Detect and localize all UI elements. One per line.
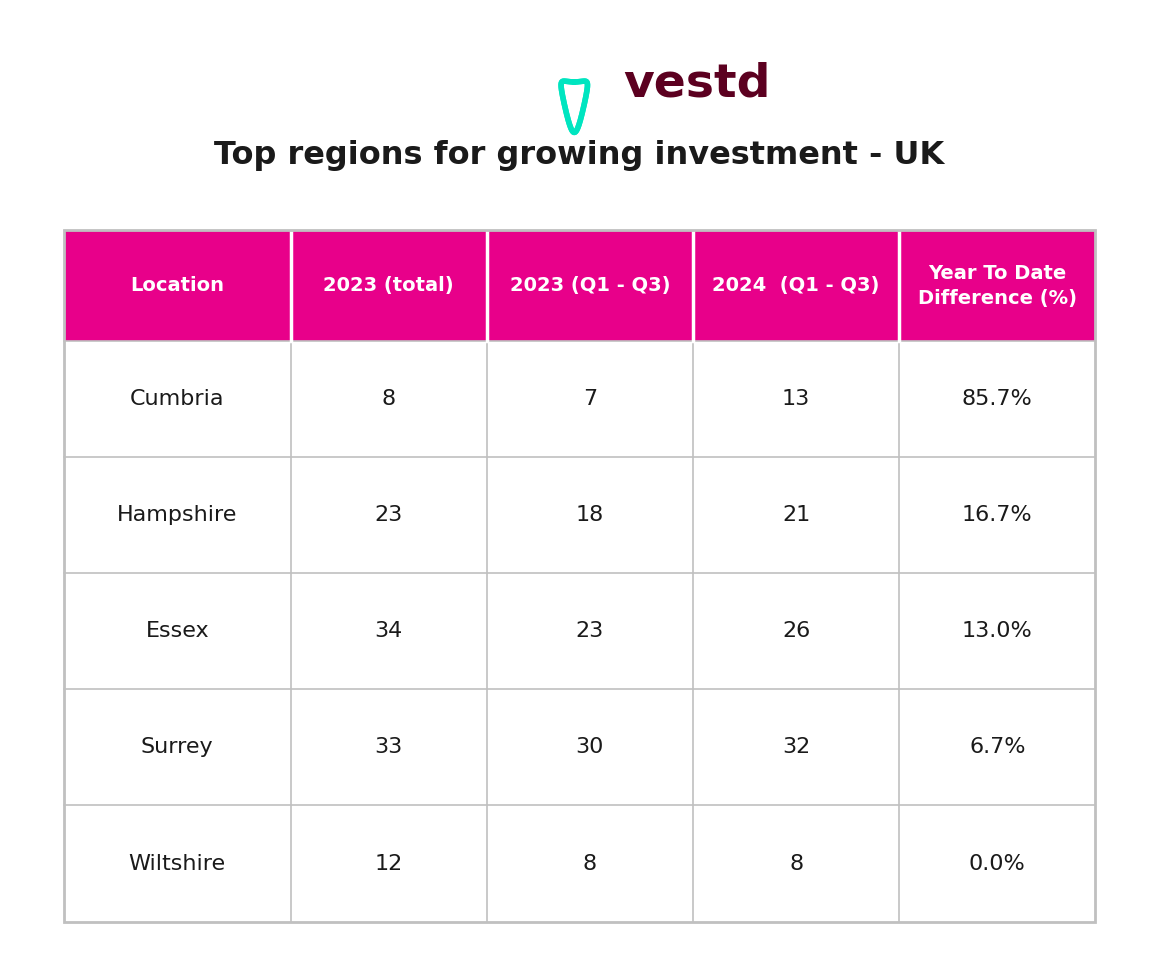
Text: 34: 34 <box>374 621 403 641</box>
Text: Wiltshire: Wiltshire <box>129 853 226 874</box>
Text: vestd: vestd <box>624 62 771 107</box>
Text: Top regions for growing investment - UK: Top regions for growing investment - UK <box>214 140 945 171</box>
Text: 32: 32 <box>782 737 810 757</box>
Text: 2023 (Q1 - Q3): 2023 (Q1 - Q3) <box>510 276 670 295</box>
Text: 33: 33 <box>374 737 403 757</box>
Text: Essex: Essex <box>145 621 209 641</box>
Text: 13.0%: 13.0% <box>962 621 1033 641</box>
Text: 2024  (Q1 - Q3): 2024 (Q1 - Q3) <box>713 276 880 295</box>
Text: 85.7%: 85.7% <box>962 389 1033 409</box>
Text: Surrey: Surrey <box>141 737 213 757</box>
Text: Hampshire: Hampshire <box>117 505 238 525</box>
Text: 6.7%: 6.7% <box>969 737 1026 757</box>
Text: 30: 30 <box>576 737 604 757</box>
Text: 12: 12 <box>374 853 403 874</box>
Text: 8: 8 <box>381 389 395 409</box>
Text: Location: Location <box>130 276 224 295</box>
Text: 26: 26 <box>782 621 810 641</box>
Text: 23: 23 <box>374 505 403 525</box>
Text: 2023 (total): 2023 (total) <box>323 276 454 295</box>
Text: 18: 18 <box>576 505 604 525</box>
Text: 8: 8 <box>789 853 803 874</box>
Text: Cumbria: Cumbria <box>130 389 225 409</box>
Text: Year To Date
Difference (%): Year To Date Difference (%) <box>918 264 1077 307</box>
Text: 0.0%: 0.0% <box>969 853 1026 874</box>
Text: 16.7%: 16.7% <box>962 505 1033 525</box>
Text: 7: 7 <box>583 389 597 409</box>
Text: 8: 8 <box>583 853 597 874</box>
Text: 23: 23 <box>576 621 604 641</box>
Text: 13: 13 <box>782 389 810 409</box>
Text: 21: 21 <box>782 505 810 525</box>
